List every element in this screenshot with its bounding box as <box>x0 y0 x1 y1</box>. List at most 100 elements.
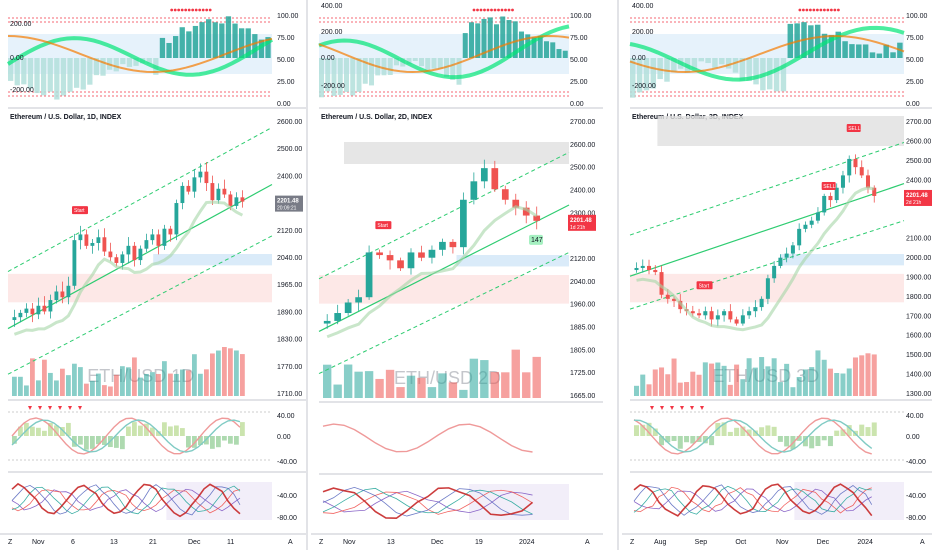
channel-upper <box>7 126 273 272</box>
top-signal-dot <box>472 8 476 12</box>
top-osc-bar <box>500 16 506 58</box>
volume-bar <box>709 363 715 396</box>
osc-hist-bar <box>30 426 35 436</box>
volume-bar <box>54 380 59 396</box>
candle-body <box>491 168 499 190</box>
candle-body <box>815 212 820 221</box>
top-osc-bar <box>506 20 512 58</box>
top-osc-bar <box>487 17 493 58</box>
volume-bar <box>30 358 35 396</box>
bottom-osc-line <box>322 487 533 515</box>
top-osc-bar <box>719 58 725 65</box>
candle-body <box>30 308 35 315</box>
top-osc-right-tick: 75.00 <box>570 35 588 42</box>
candle-body <box>168 228 173 235</box>
candle-body <box>665 294 670 299</box>
candle-body <box>323 320 331 324</box>
osc-hist-bar <box>709 436 715 446</box>
target-badge <box>529 234 543 245</box>
volume-bar <box>740 379 746 396</box>
top-osc-bar <box>671 58 677 73</box>
volume-bar <box>138 377 143 396</box>
top-osc-ribbon-alt <box>318 34 570 74</box>
top-osc-bar <box>425 58 431 71</box>
price-axis-tick: 2600.00 <box>570 142 595 149</box>
candle-body <box>150 234 155 241</box>
osc-hist-bar <box>96 436 101 445</box>
top-signal-dot <box>490 8 493 12</box>
volume-bar <box>240 354 245 396</box>
volume-bar <box>126 367 131 396</box>
top-osc-tick: 0.00 <box>10 55 24 62</box>
candle-body <box>407 252 415 269</box>
time-tick: Nov <box>776 539 789 546</box>
price-axis-tick: 2700.00 <box>906 119 931 126</box>
candle-body <box>460 199 467 248</box>
top-osc-bar <box>849 44 855 58</box>
top-osc-bar <box>146 58 152 64</box>
volume-bar <box>759 357 765 396</box>
volume-bar <box>846 368 852 396</box>
moving-average <box>326 205 538 339</box>
osc-hist-bar <box>180 428 185 436</box>
volume-bar <box>671 358 677 396</box>
top-signal-dot <box>815 8 819 12</box>
osc-hist-bar <box>734 427 740 436</box>
last-price-tag <box>568 214 596 231</box>
candle-body <box>759 298 764 308</box>
candle-body <box>709 311 714 320</box>
volume-bar <box>234 350 239 396</box>
auto-button: A <box>585 539 590 546</box>
osc-hist-bar <box>677 436 683 449</box>
volume-bar <box>752 367 758 396</box>
symbol-watermark: ETH/USD 1D <box>87 366 194 386</box>
top-osc-ribbon <box>6 36 274 77</box>
top-osc-bar <box>537 35 543 58</box>
price-axis-tick: 1805.00 <box>570 347 595 354</box>
osc-hist-bar <box>659 436 665 446</box>
candle-body <box>697 313 702 316</box>
osc-hist-bar <box>740 426 746 436</box>
top-signal-dot <box>798 8 802 12</box>
volume-bar <box>150 372 155 396</box>
top-osc-bar <box>239 28 245 58</box>
start-tag <box>375 221 392 230</box>
volume-bar <box>859 355 865 396</box>
chart-title: Ethereum / U.S. Dollar, 1D, INDEX <box>10 114 122 121</box>
top-osc-bar <box>636 58 643 93</box>
top-osc-tick: -200.00 <box>321 83 345 90</box>
top-osc-bar <box>712 58 718 68</box>
start-tag-label: Start <box>377 223 388 229</box>
top-osc-bar <box>821 33 828 58</box>
top-osc-bar <box>369 58 374 86</box>
osc-hist-bar <box>24 422 29 436</box>
osc-hist-bar <box>809 436 815 449</box>
volume-bar <box>796 376 802 396</box>
bottom-osc-line <box>322 487 534 520</box>
price-axis-tick: 2400.00 <box>906 177 931 184</box>
osc-hist-bar <box>871 422 877 436</box>
top-osc-bar <box>431 58 437 69</box>
candle-body <box>210 183 215 201</box>
top-osc-bar <box>494 24 499 58</box>
osc-hist-bar <box>174 425 179 436</box>
osc-hist-bar <box>54 425 59 436</box>
top-osc-bar <box>381 58 387 76</box>
osc-tick: -40.00 <box>277 459 297 466</box>
volume-bar <box>228 348 233 396</box>
top-osc-bar <box>705 58 711 64</box>
volume-bar <box>715 362 721 396</box>
osc-hist-bar <box>865 427 871 436</box>
osc-hist-bar <box>42 430 47 436</box>
candle-body <box>847 158 852 176</box>
volume-bar <box>427 387 437 398</box>
osc-tick: -40.00 <box>906 459 926 466</box>
price-axis-tick: 1885.00 <box>570 325 595 332</box>
time-tick: 2024 <box>857 539 873 546</box>
top-osc-right-tick: 0.00 <box>570 101 584 108</box>
price-axis-tick: 1700.00 <box>906 313 931 320</box>
moving-average <box>636 186 875 332</box>
candle-body <box>778 257 783 266</box>
top-osc-bar <box>126 58 133 67</box>
support-zone <box>153 254 272 266</box>
